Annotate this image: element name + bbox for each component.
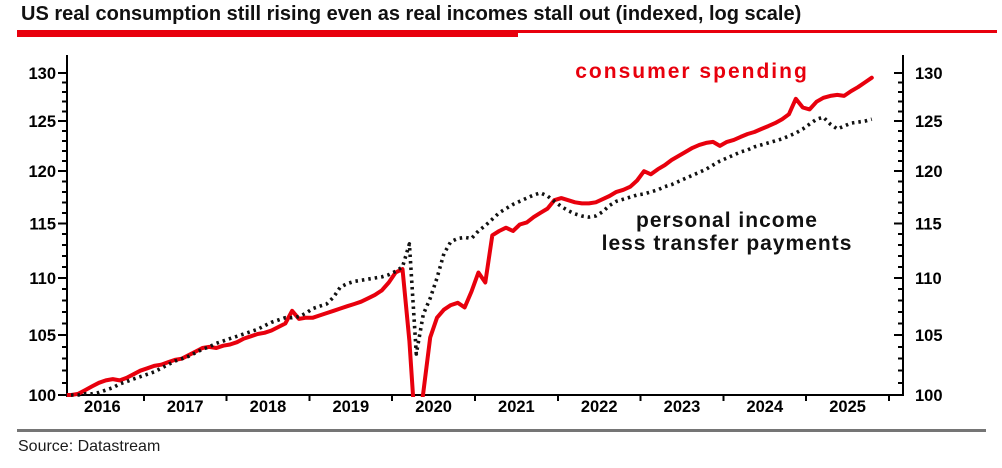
chart-title: US real consumption still rising even as…: [21, 3, 802, 25]
y-tick-label-right: 125: [915, 113, 943, 131]
x-year-label: 2021: [498, 398, 535, 416]
x-year-label: 2018: [250, 398, 287, 416]
y-tick-label-left: 130: [28, 65, 56, 83]
y-tick-label-right: 130: [915, 65, 943, 83]
personal-income-label-line1: personal income: [636, 209, 818, 232]
y-tick-label-right: 110: [915, 270, 942, 288]
y-tick-label-left: 110: [29, 270, 56, 288]
x-year-label: 2024: [746, 398, 784, 416]
axis-ticks: [58, 72, 903, 401]
y-tick-label-right: 100: [915, 387, 943, 405]
series-lines: [66, 75, 874, 397]
x-year-label: 2025: [829, 398, 866, 416]
axis-tick-labels: 100 100 105 105 110 110 115 115 120 120 125 125 130 1…: [28, 65, 942, 416]
y-tick-label-right: 115: [915, 215, 942, 233]
consumer-spending-line: [66, 75, 874, 397]
source-note: Source: Datastream: [18, 438, 161, 455]
personal-income-line: [66, 115, 873, 397]
personal-income-label-line2: less transfer payments: [601, 232, 853, 255]
y-tick-label-left: 120: [28, 163, 56, 181]
y-tick-label-left: 115: [29, 215, 56, 233]
x-year-label: 2016: [84, 398, 121, 416]
title-underline-thick: [17, 30, 518, 37]
x-year-label: 2020: [415, 398, 452, 416]
y-tick-label-right: 120: [915, 163, 943, 181]
x-year-label: 2017: [167, 398, 204, 416]
y-tick-label-left: 125: [28, 113, 56, 131]
x-year-label: 2022: [581, 398, 618, 416]
y-tick-label-left: 100: [28, 387, 56, 405]
y-tick-label-right: 105: [915, 327, 943, 345]
x-year-label: 2019: [332, 398, 369, 416]
x-year-label: 2023: [664, 398, 701, 416]
consumer-spending-label: consumer spending: [575, 60, 809, 83]
y-tick-label-left: 105: [28, 327, 56, 345]
title-underline-thin: [518, 30, 997, 33]
footer-separator: [17, 429, 986, 432]
personal-income-label: personal income less transfer payments: [602, 209, 853, 255]
